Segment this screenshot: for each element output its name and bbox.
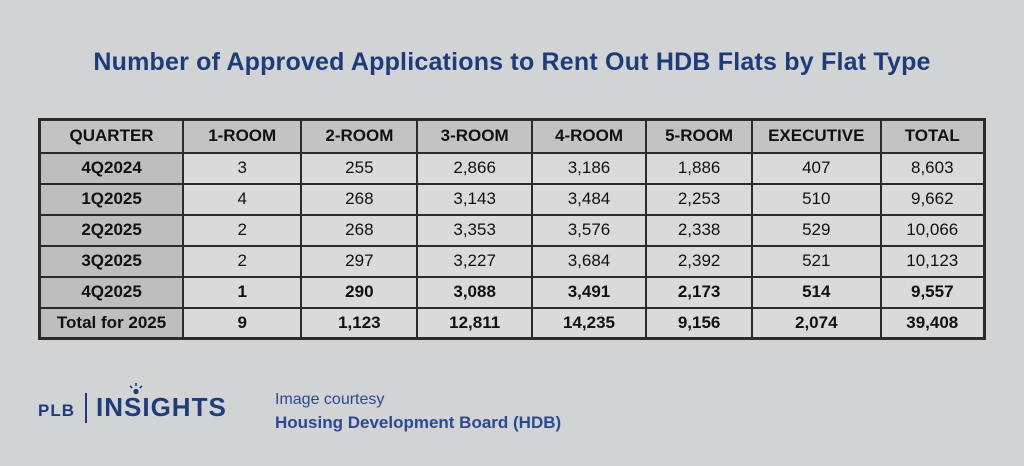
table-cell: 3,684 bbox=[530, 244, 648, 278]
column-header: QUARTER bbox=[38, 118, 185, 154]
table-row: 4Q2025 1 290 3,088 3,491 2,173 514 9,557 bbox=[38, 275, 986, 309]
table-row: 3Q2025 2 297 3,227 3,684 2,392 521 10,123 bbox=[38, 244, 986, 278]
table-cell: 3,186 bbox=[530, 151, 648, 185]
row-label: 2Q2025 bbox=[38, 213, 185, 247]
column-header: 5-ROOM bbox=[645, 118, 753, 154]
table-cell: 297 bbox=[300, 244, 419, 278]
table-cell: 521 bbox=[751, 244, 882, 278]
table-cell: 1 bbox=[182, 275, 303, 309]
table-cell: 3,484 bbox=[530, 182, 648, 216]
column-header: EXECUTIVE bbox=[751, 118, 882, 154]
table-row: 2Q2025 2 268 3,353 3,576 2,338 529 10,066 bbox=[38, 213, 986, 247]
table-cell: 2 bbox=[182, 244, 303, 278]
plb-insights-logo: PLB INSIGHTS bbox=[38, 383, 227, 423]
table-cell: 10,123 bbox=[879, 244, 986, 278]
table-cell: 2,074 bbox=[751, 306, 882, 340]
credit-line-1: Image courtesy bbox=[275, 391, 385, 408]
table-cell: 407 bbox=[751, 151, 882, 185]
table-cell: 39,408 bbox=[879, 306, 986, 340]
row-label: 3Q2025 bbox=[38, 244, 185, 278]
table-body: 4Q2024 3 255 2,866 3,186 1,886 407 8,603 1Q2025 4… bbox=[38, 151, 986, 340]
table-cell: 3,088 bbox=[416, 275, 533, 309]
column-header: 3-ROOM bbox=[416, 118, 533, 154]
credit-line-2: Housing Development Board (HDB) bbox=[275, 413, 562, 432]
table-cell: 9,557 bbox=[879, 275, 986, 309]
logo-insights-label: INSIGHTS bbox=[96, 392, 227, 422]
row-label: 1Q2025 bbox=[38, 182, 185, 216]
table-cell: 3,576 bbox=[530, 213, 648, 247]
column-header: 2-ROOM bbox=[300, 118, 419, 154]
table-cell: 1,123 bbox=[300, 306, 419, 340]
table-cell: 2,392 bbox=[645, 244, 753, 278]
image-credit: Image courtesy Housing Development Board… bbox=[275, 388, 561, 434]
table-cell: 290 bbox=[300, 275, 419, 309]
table-cell: 4 bbox=[182, 182, 303, 216]
table-row: 4Q2024 3 255 2,866 3,186 1,886 407 8,603 bbox=[38, 151, 986, 185]
table-cell: 3,227 bbox=[416, 244, 533, 278]
table-cell: 3,143 bbox=[416, 182, 533, 216]
table-cell: 9,156 bbox=[645, 306, 753, 340]
table-cell: 10,066 bbox=[879, 213, 986, 247]
table-header: QUARTER 1-ROOM 2-ROOM 3-ROOM 4-ROOM 5-ROOM EXE… bbox=[38, 118, 986, 154]
table-cell: 14,235 bbox=[530, 306, 648, 340]
table-row: 1Q2025 4 268 3,143 3,484 2,253 510 9,662 bbox=[38, 182, 986, 216]
table-cell: 514 bbox=[751, 275, 882, 309]
table-cell: 268 bbox=[300, 213, 419, 247]
table-cell: 2 bbox=[182, 213, 303, 247]
table-cell: 529 bbox=[751, 213, 882, 247]
table-cell: 9 bbox=[182, 306, 303, 340]
applications-table: QUARTER 1-ROOM 2-ROOM 3-ROOM 4-ROOM 5-ROOM EXE… bbox=[38, 118, 986, 340]
table-cell: 2,338 bbox=[645, 213, 753, 247]
table-cell: 3 bbox=[182, 151, 303, 185]
table-row: Total for 2025 9 1,123 12,811 14,235 9,156 2,0… bbox=[38, 306, 986, 340]
table-cell: 2,866 bbox=[416, 151, 533, 185]
lightbulb-icon bbox=[129, 383, 143, 395]
column-header: 1-ROOM bbox=[182, 118, 303, 154]
table-header-row: QUARTER 1-ROOM 2-ROOM 3-ROOM 4-ROOM 5-ROOM EXE… bbox=[38, 118, 986, 154]
table-cell: 2,173 bbox=[645, 275, 753, 309]
column-header: TOTAL bbox=[879, 118, 986, 154]
table-cell: 268 bbox=[300, 182, 419, 216]
logo-plb-text: PLB bbox=[38, 400, 75, 420]
table-cell: 510 bbox=[751, 182, 882, 216]
table-cell: 9,662 bbox=[879, 182, 986, 216]
page-title: Number of Approved Applications to Rent … bbox=[93, 48, 931, 76]
table-cell: 12,811 bbox=[416, 306, 533, 340]
table-cell: 3,491 bbox=[530, 275, 648, 309]
row-label: 4Q2024 bbox=[38, 151, 185, 185]
column-header: 4-ROOM bbox=[530, 118, 648, 154]
table-cell: 3,353 bbox=[416, 213, 533, 247]
table-cell: 255 bbox=[300, 151, 419, 185]
row-label: 4Q2025 bbox=[38, 275, 185, 309]
logo-insights-text: INSIGHTS bbox=[96, 383, 227, 423]
table-cell: 1,886 bbox=[645, 151, 753, 185]
table-cell: 2,253 bbox=[645, 182, 753, 216]
table-cell: 8,603 bbox=[879, 151, 986, 185]
logo-divider bbox=[85, 392, 87, 423]
row-label: Total for 2025 bbox=[38, 306, 185, 340]
